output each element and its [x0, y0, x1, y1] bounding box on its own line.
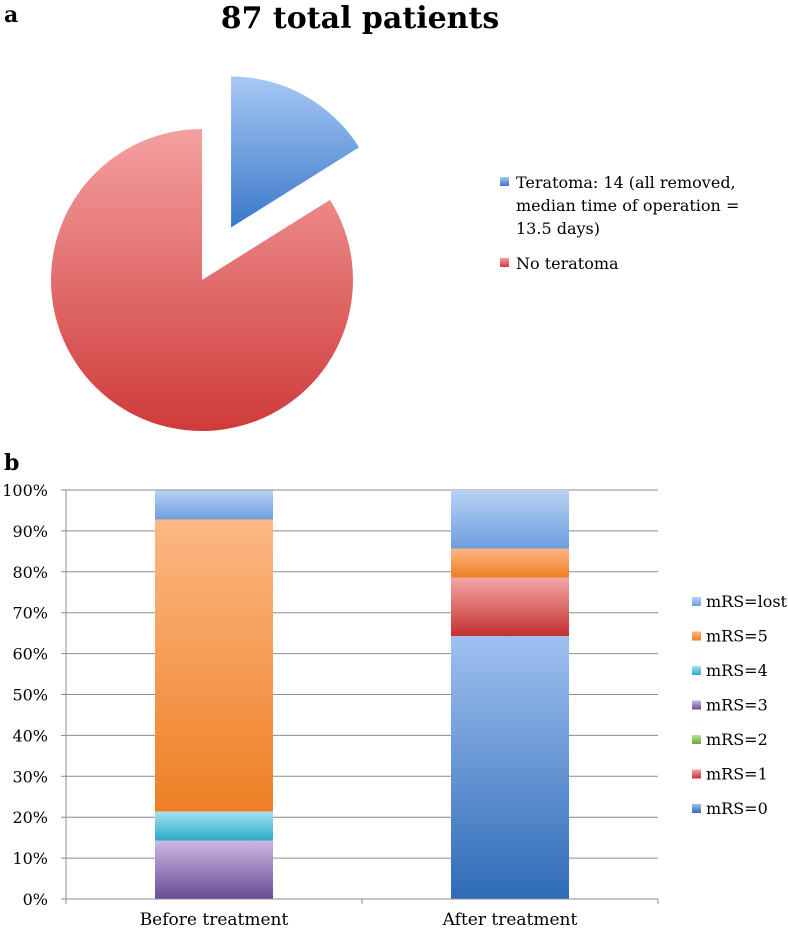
bar-segment-mrs-lost-before-treatment: [155, 490, 273, 520]
legend-swatch: [692, 735, 701, 744]
pie-slice-teratoma: [231, 76, 360, 228]
bar-chart-x-axis: Before treatment After treatment: [65, 898, 659, 930]
legend-swatch: [692, 700, 701, 710]
y-tick-label: 10%: [12, 849, 48, 868]
bar-segment-mrs-5-before-treatment: [155, 519, 273, 812]
y-tick-label: 100%: [2, 481, 48, 500]
y-tick-label: 20%: [12, 808, 48, 827]
bar-chart-gridlines: [66, 489, 658, 900]
y-tick-label: 60%: [12, 645, 48, 664]
legend-label: mRS=lost: [706, 592, 788, 611]
pie-chart-title: 87 total patients: [221, 1, 500, 36]
legend-swatch-no-teratoma: [500, 258, 509, 267]
pie-chart: [50, 76, 360, 431]
bar-segment-mrs-3-before-treatment: [155, 840, 273, 899]
legend-label: mRS=3: [706, 696, 768, 715]
y-tick-label: 0%: [23, 890, 48, 909]
bar-chart-plot: [155, 490, 569, 899]
bar-segment-mrs-5-after-treatment: [451, 548, 569, 578]
pie-slice-no-teratoma: [50, 129, 353, 431]
bar-segment-mrs-0-after-treatment: [451, 636, 569, 899]
bar-chart-y-axis: 0% 10% 20% 30% 40% 50% 60% 70% 80% 90% 100%: [2, 481, 67, 909]
bar-chart-legend: mRS=lost mRS=5 mRS=4 mRS=3 mRS=2 mRS=1 mRS=0: [692, 592, 788, 818]
legend-label: mRS=5: [706, 627, 768, 646]
pie-legend: Teratoma: 14 (all removed, median time of…: [500, 173, 739, 273]
legend-swatch: [692, 804, 701, 813]
y-tick-label: 50%: [12, 686, 48, 705]
legend-label-teratoma-line-3: 13.5 days): [516, 219, 600, 238]
bar-segment-mrs-4-before-treatment: [155, 811, 273, 841]
legend-swatch: [692, 666, 701, 675]
panel-b-label: b: [4, 450, 19, 476]
bar-segment-mrs-lost-after-treatment: [451, 490, 569, 549]
legend-swatch: [692, 597, 701, 606]
x-category-label: Before treatment: [140, 910, 289, 930]
legend-label: mRS=1: [706, 765, 768, 784]
y-tick-label: 80%: [12, 563, 48, 582]
y-tick-label: 90%: [12, 522, 48, 541]
bar-segment-mrs-1-after-treatment: [451, 577, 569, 637]
legend-swatch-teratoma: [500, 177, 509, 186]
y-tick-label: 40%: [12, 726, 48, 745]
legend-label: mRS=4: [706, 661, 768, 680]
legend-label: mRS=2: [706, 730, 768, 749]
legend-label-teratoma-line-1: Teratoma: 14 (all removed,: [516, 173, 736, 192]
y-tick-label: 70%: [12, 604, 48, 623]
x-category-label: After treatment: [442, 910, 578, 930]
legend-label-no-teratoma-line-1: No teratoma: [516, 254, 619, 273]
y-tick-label: 30%: [12, 767, 48, 786]
legend-label: mRS=0: [706, 799, 768, 818]
legend-label-teratoma-line-2: median time of operation =: [516, 196, 739, 215]
panel-a-label: a: [4, 2, 18, 28]
legend-swatch: [692, 769, 701, 779]
legend-swatch: [692, 631, 701, 641]
